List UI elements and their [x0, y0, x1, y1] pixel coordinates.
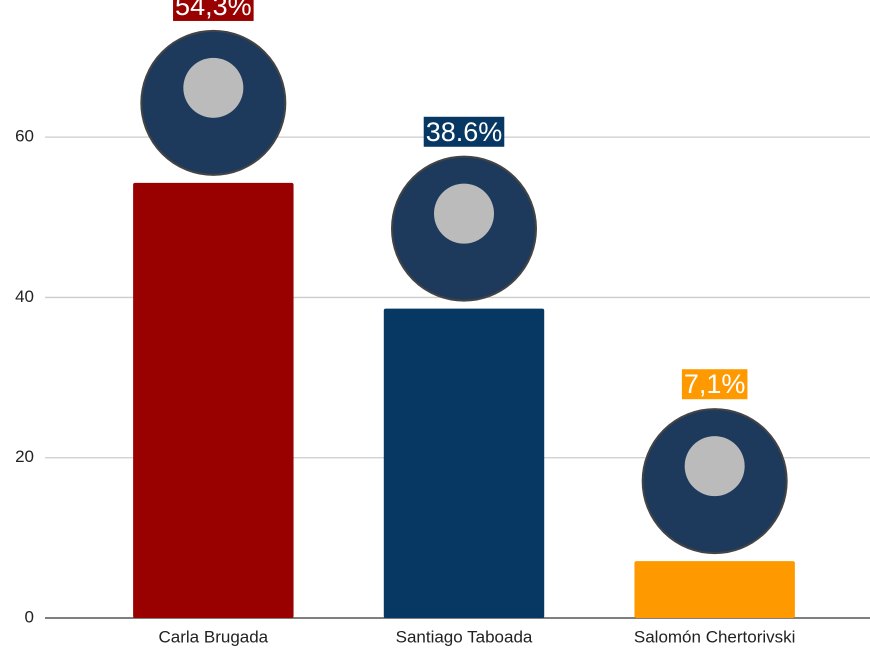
y-tick-label: 20	[15, 447, 34, 466]
bar	[133, 183, 293, 618]
value-label: 38.6%	[426, 117, 503, 147]
photo-face	[183, 58, 243, 118]
value-label: 54,3%	[175, 0, 252, 21]
bar	[384, 309, 544, 618]
x-tick-label: Carla Brugada	[159, 627, 269, 646]
value-label-group: 54,3%	[173, 0, 254, 21]
value-label-group: 7,1%	[682, 369, 748, 399]
x-tick-label: Santiago Taboada	[396, 627, 533, 646]
value-label: 7,1%	[684, 369, 746, 399]
bar	[634, 561, 794, 618]
chart: 0 20 40 60 Carla Brugada 54,3% Santiago Taboad…	[0, 0, 870, 651]
photo-face	[434, 184, 494, 244]
y-tick-label: 40	[15, 287, 34, 306]
y-tick-label: 0	[25, 607, 34, 626]
value-label-group: 38.6%	[424, 117, 505, 147]
x-tick-label: Salomón Chertorivski	[634, 627, 796, 646]
photo-face	[685, 436, 745, 496]
y-tick-label: 60	[15, 127, 34, 146]
